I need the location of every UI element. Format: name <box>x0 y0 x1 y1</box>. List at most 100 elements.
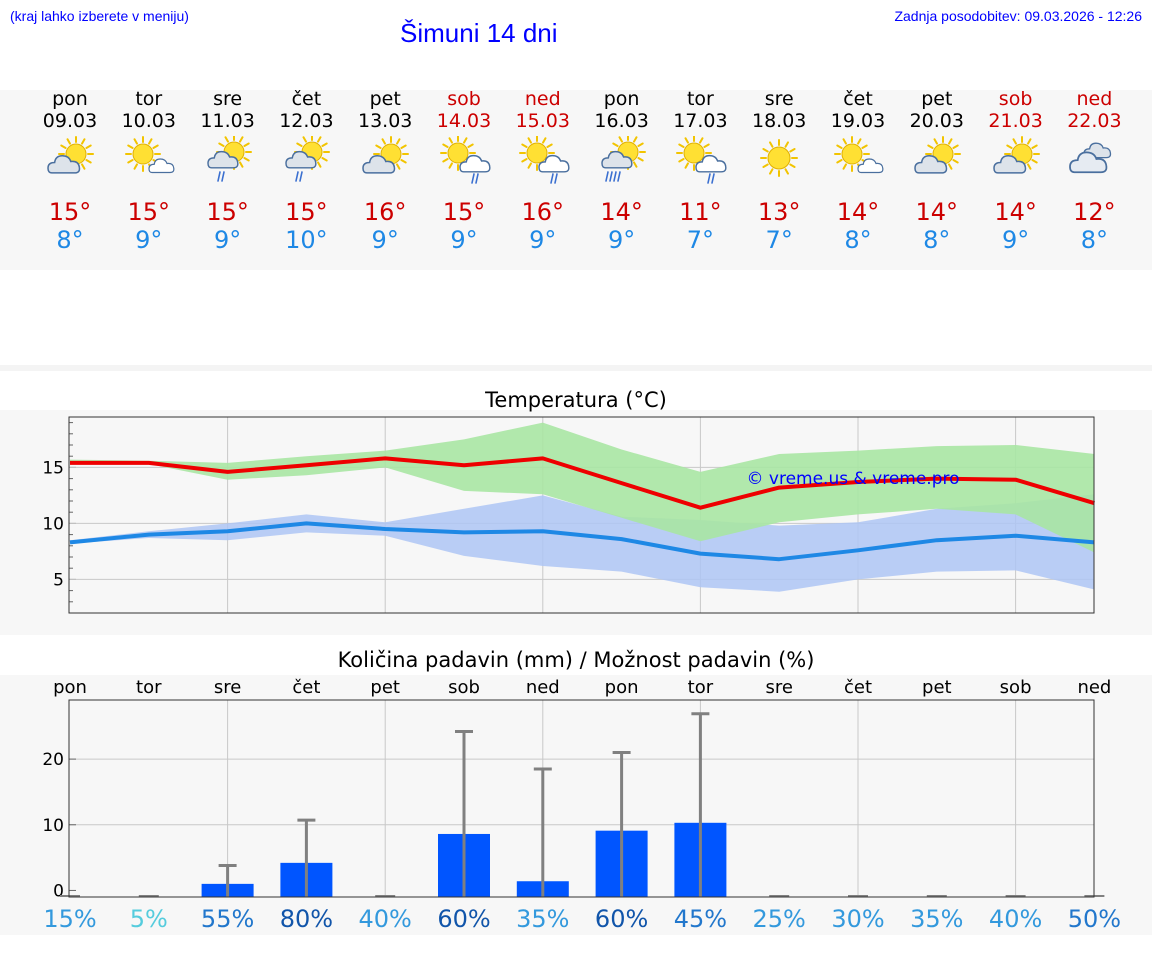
max-temp-line <box>70 456 1095 510</box>
watermark: © vreme.us & vreme.pro <box>746 469 959 489</box>
day-name: tor <box>135 88 163 110</box>
forecast-day: ned 15.03 16° 9° <box>503 88 583 254</box>
page-title: Šimuni 14 dni <box>400 18 558 48</box>
day-name: pet <box>921 88 953 110</box>
sun-small-cloud-icon <box>124 136 175 174</box>
precip-probability: 5% <box>130 905 168 933</box>
last-updated: Zadnja posodobitev: 09.03.2026 - 12:26 <box>894 8 1142 24</box>
forecast-day: tor 17.03 11° 7° <box>660 88 740 254</box>
day-name: sob <box>998 88 1033 110</box>
max-temp: 16° <box>521 198 565 226</box>
precip-probability: 60% <box>595 905 648 933</box>
x-tick-label: tor <box>688 677 714 698</box>
x-tick-label: ned <box>1077 677 1111 698</box>
precip-probability: 15% <box>43 905 96 933</box>
cloudy-icon <box>1069 142 1112 174</box>
forecast-day: ned 22.03 12° 8° <box>1054 88 1134 254</box>
max-temp: 15° <box>285 198 328 226</box>
max-temp: 15° <box>442 198 486 226</box>
x-tick-label: pon <box>605 677 639 698</box>
max-temp: 14° <box>600 198 643 226</box>
partly-cloudy-icon <box>362 136 410 174</box>
day-date: 15.03 <box>515 110 570 132</box>
max-temp: 16° <box>363 198 407 226</box>
forecast-day: pon 09.03 15° 8° <box>30 88 110 254</box>
y-tick-label: 5 <box>53 570 64 590</box>
precipitation-chart: 0 10 20 pon tor sre čet pet sob ned pon tor sre čet pe… <box>42 677 1121 933</box>
min-temp: 9° <box>135 226 163 254</box>
x-tick-label: pet <box>922 677 952 698</box>
day-date: 11.03 <box>200 110 255 132</box>
partly-cloudy-icon <box>992 136 1040 174</box>
y-tick-label: 10 <box>42 514 64 534</box>
day-name: ned <box>1076 88 1113 110</box>
day-date: 17.03 <box>673 110 728 132</box>
day-date: 22.03 <box>1067 110 1122 132</box>
x-tick-label: sre <box>214 677 241 698</box>
day-date: 21.03 <box>988 110 1043 132</box>
forecast-day: sre 18.03 13° 7° <box>739 88 819 254</box>
min-temp: 9° <box>529 226 557 254</box>
day-name: sre <box>213 88 243 110</box>
sun-small-cloud-icon <box>834 136 884 174</box>
forecast-strip <box>0 90 1152 270</box>
sun-rain-cloud-icon <box>440 136 491 184</box>
x-tick-label: tor <box>136 677 162 698</box>
min-temp: 9° <box>1001 226 1030 254</box>
plot-area <box>69 700 1094 897</box>
forecast-day: pet 20.03 14° 8° <box>897 88 977 254</box>
forecast-day: tor 10.03 15° 9° <box>109 88 189 254</box>
forecast-day: čet 19.03 14° 8° <box>818 88 898 254</box>
sun-cloud-light-rain-icon <box>206 136 252 182</box>
y-tick-label: 20 <box>42 750 64 770</box>
precip-probability: 40% <box>989 905 1042 933</box>
day-name: sob <box>447 88 481 110</box>
min-temp: 8° <box>56 226 84 254</box>
day-name: čet <box>291 88 322 110</box>
day-date: 10.03 <box>121 110 176 132</box>
x-tick-label: čet <box>292 677 320 698</box>
x-tick-label: ned <box>526 677 560 698</box>
max-temp: 15° <box>206 198 249 226</box>
y-tick-label: 15 <box>42 458 64 478</box>
min-temp: 9° <box>450 226 478 254</box>
precip-probability: 30% <box>831 905 884 933</box>
day-name: sre <box>764 88 794 110</box>
precip-probability: 45% <box>674 905 727 933</box>
precip-probability: 40% <box>359 905 412 933</box>
day-date: 12.03 <box>279 110 334 132</box>
precip-probability: 50% <box>1068 905 1121 933</box>
day-name: pon <box>52 88 88 110</box>
day-name: čet <box>843 88 873 110</box>
day-date: 18.03 <box>751 110 807 132</box>
max-temp: 15° <box>127 198 171 226</box>
min-temp: 8° <box>1080 226 1109 254</box>
precip-probability: 25% <box>753 905 806 933</box>
sun-rain-cloud-icon <box>518 136 570 184</box>
x-tick-label: sob <box>1000 677 1032 698</box>
location-hint: (kraj lahko izberete v meniju) <box>10 8 189 24</box>
min-temp: 7° <box>765 226 793 254</box>
day-name: tor <box>686 88 714 110</box>
max-temp: 14° <box>836 198 880 226</box>
temperature-chart-title: Temperatura (°C) <box>485 388 667 412</box>
precip-chart-title: Količina padavin (mm) / Možnost padavin … <box>337 648 815 672</box>
x-tick-label: pet <box>370 677 400 698</box>
precip-probability: 35% <box>516 905 569 933</box>
divider <box>0 365 1152 371</box>
min-temp: 7° <box>686 226 715 254</box>
forecast-day: sre 11.03 15° 9° <box>188 88 268 254</box>
partly-cloudy-icon <box>47 136 94 174</box>
min-temp: 8° <box>923 226 951 254</box>
max-temp: 15° <box>48 198 92 226</box>
day-date: 19.03 <box>830 110 886 132</box>
x-tick-label: sre <box>765 677 792 698</box>
max-range-band <box>70 422 1095 553</box>
precip-probability: 60% <box>437 905 490 933</box>
y-tick-label: 10 <box>42 816 64 836</box>
max-temp: 14° <box>994 198 1037 226</box>
day-date: 09.03 <box>42 110 98 132</box>
min-temp: 9° <box>607 226 636 254</box>
day-date: 16.03 <box>594 110 649 132</box>
max-temp: 14° <box>915 198 959 226</box>
